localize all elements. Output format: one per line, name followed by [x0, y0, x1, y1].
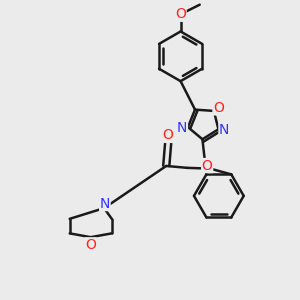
Text: N: N	[219, 123, 229, 137]
Text: O: O	[175, 7, 186, 21]
Text: N: N	[177, 121, 188, 135]
Text: O: O	[202, 159, 213, 172]
Text: O: O	[85, 238, 96, 252]
Text: N: N	[100, 196, 110, 211]
Text: O: O	[213, 101, 224, 115]
Text: O: O	[163, 128, 174, 142]
